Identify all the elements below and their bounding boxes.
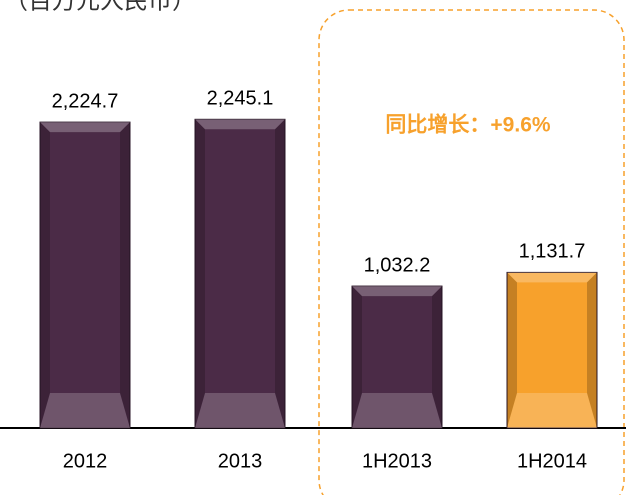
bar-bevel [352, 393, 442, 428]
x-tick-label: 2013 [218, 450, 263, 472]
bar-bevel [587, 272, 597, 428]
bar [194, 118, 286, 429]
value-label: 2,245.1 [207, 88, 274, 110]
bar [39, 121, 131, 429]
x-tick-label: 1H2013 [362, 450, 432, 472]
bar [506, 271, 598, 429]
chart-title: （百万元人民币） [4, 0, 196, 14]
bar-bevel [195, 119, 285, 130]
value-label: 2,224.7 [52, 90, 119, 112]
value-label: 1,032.2 [364, 254, 431, 276]
bar-bevel [40, 393, 130, 428]
bar-bevel [40, 122, 50, 428]
bar [351, 285, 443, 429]
bar-bevel [507, 393, 597, 428]
x-tick-label: 1H2014 [517, 450, 587, 472]
bar-bevel [507, 272, 597, 283]
bar-bevel [195, 119, 205, 428]
bar-bevel [432, 286, 442, 428]
value-label: 1,131.7 [519, 241, 586, 263]
x-tick-label: 2012 [63, 450, 108, 472]
bar-bevel [275, 119, 285, 428]
highlight-box [318, 9, 625, 495]
bar-bevel [352, 286, 362, 428]
bar-bevel [195, 393, 285, 428]
bar-bevel [352, 286, 442, 297]
bar-bevel [40, 122, 130, 133]
bar-bevel [120, 122, 130, 428]
bar-bevel [507, 272, 517, 428]
annotation: 同比增长：+9.6% [385, 113, 550, 137]
